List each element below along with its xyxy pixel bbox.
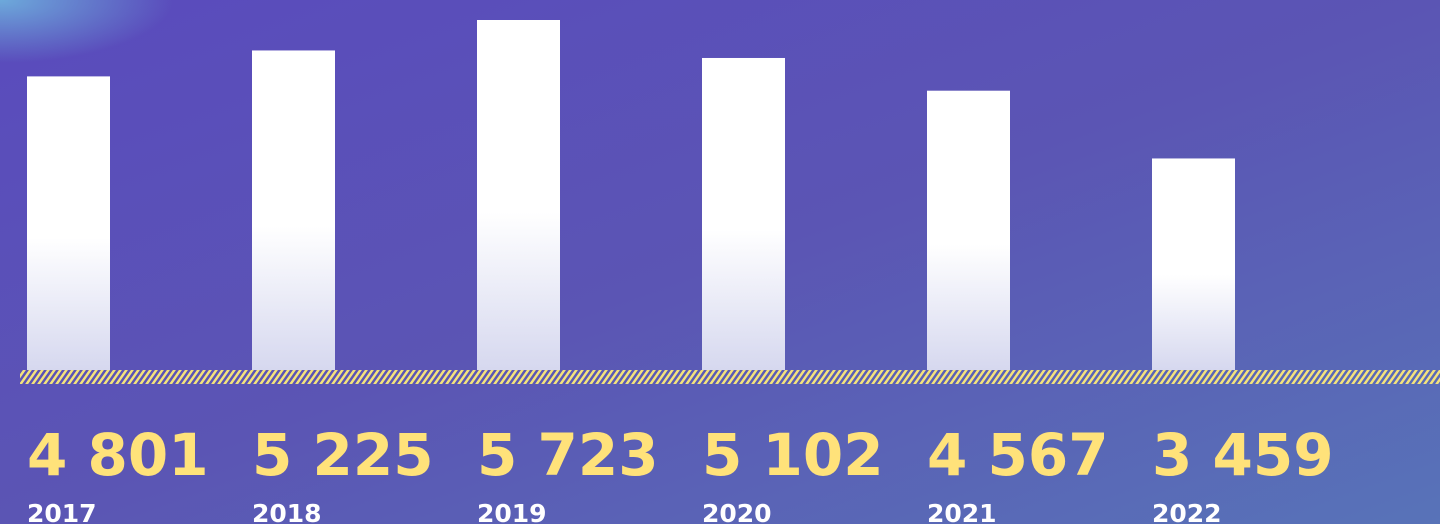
value-label: 5 102	[702, 421, 884, 489]
value-label: 3 459	[1152, 421, 1334, 489]
bar	[27, 76, 110, 371]
bar	[477, 20, 560, 370]
bar	[702, 57, 785, 370]
value-label: 4 801	[27, 421, 209, 489]
x-tick-label: 2022	[1152, 499, 1222, 524]
x-tick-label: 2017	[27, 499, 97, 524]
value-label: 5 723	[477, 421, 659, 489]
baseline	[20, 370, 1440, 384]
bar	[927, 90, 1010, 370]
bar	[252, 50, 335, 370]
x-tick-label: 2020	[702, 499, 772, 524]
value-label: 5 225	[252, 421, 434, 489]
value-label: 4 567	[927, 421, 1109, 489]
bar	[1152, 158, 1235, 370]
x-tick-label: 2021	[927, 499, 997, 524]
x-tick-label: 2018	[252, 499, 322, 524]
x-tick-label: 2019	[477, 499, 547, 524]
